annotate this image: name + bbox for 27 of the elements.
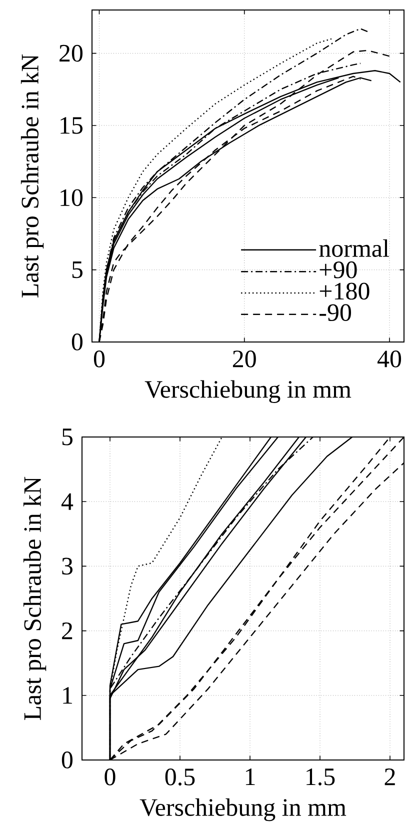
y-tick-label: 0 [72, 334, 83, 350]
x-axis-title: Verschiebung in mm [144, 380, 352, 403]
y-tick-label: 5 [62, 428, 72, 446]
x-tick-label: 1 [246, 768, 255, 786]
y-tick-label: 1 [63, 687, 72, 704]
y-tick-label: 2 [62, 622, 72, 640]
y-axis-title: Last pro Schraube in kN [20, 54, 44, 298]
legend-label: normal [319, 239, 389, 257]
y-tick-label: 3 [62, 558, 72, 575]
x-axis-title: Verschiebung in mm [140, 798, 346, 822]
y-tick-label: 5 [72, 262, 82, 278]
x-tick-label: 0 [94, 350, 105, 368]
x-tick-label: 1.5 [306, 768, 335, 786]
x-tick-label: 0 [104, 768, 116, 786]
y-tick-label: 20 [60, 44, 83, 62]
y-tick-label: 15 [60, 117, 82, 134]
y-tick-label: 0 [62, 752, 73, 768]
x-tick-label: 0.5 [165, 768, 195, 786]
x-tick-label: 40 [377, 350, 402, 368]
x-tick-label: 2 [384, 768, 395, 786]
y-tick-label: 4 [61, 493, 74, 510]
y-axis-title: Last pro Schraube in kN [23, 476, 46, 720]
legend-label: +180 [320, 282, 370, 300]
legend-label: +90 [320, 261, 357, 278]
x-tick-label: 20 [232, 350, 256, 368]
y-tick-label: 10 [60, 189, 83, 206]
legend-label: -90 [320, 304, 352, 322]
